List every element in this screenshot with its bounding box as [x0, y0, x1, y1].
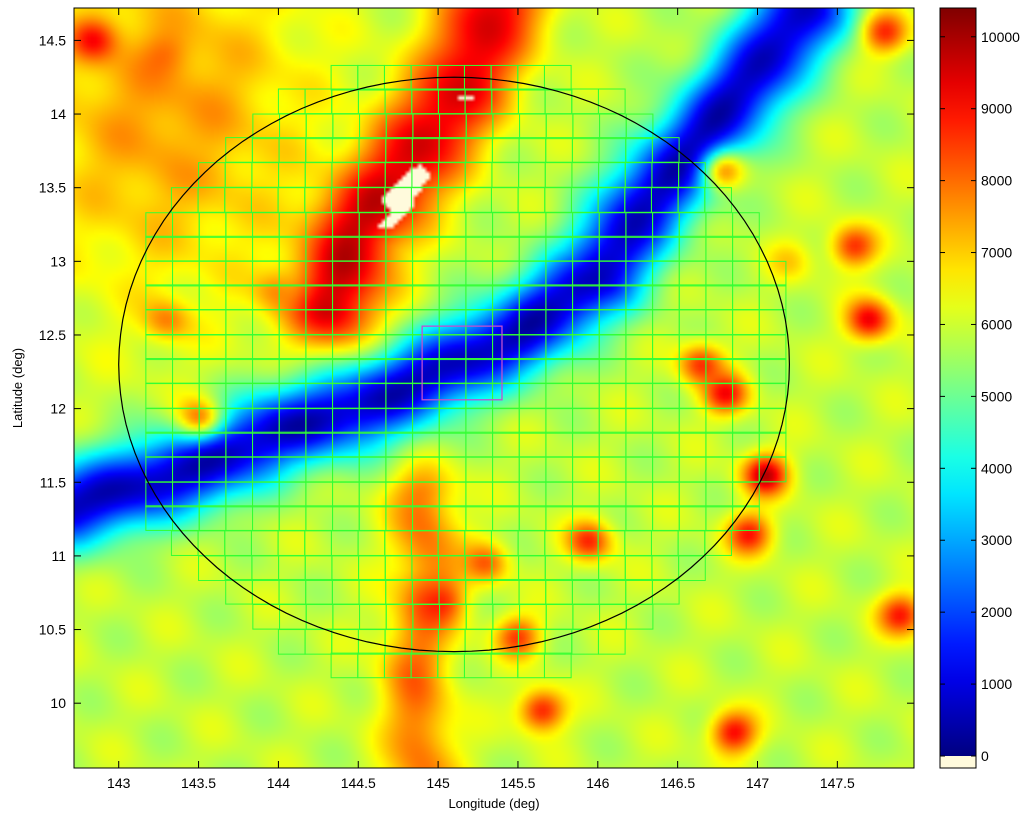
- x-tick-label: 143.5: [181, 775, 216, 791]
- colorbar-ticks: 0 1000 2000 3000 4000 5000 6000 7000 8000 9000 100…: [940, 29, 1020, 764]
- colorbar-tick-label: 9000: [981, 101, 1012, 117]
- y-axis-label: Latitude (deg): [10, 348, 25, 428]
- grid-cell: [758, 260, 787, 287]
- y-tick-label: 13.5: [39, 180, 66, 196]
- y-tick-label: 10: [50, 695, 66, 711]
- y-tick-label: 14.5: [39, 32, 66, 48]
- colorbar-frame: [939, 7, 977, 769]
- y-tick-label: 12: [50, 401, 66, 417]
- colorbar-tick-label: 2000: [981, 604, 1012, 620]
- x-axis-label: Longitude (deg): [448, 796, 539, 811]
- x-tick-label: 145: [426, 775, 450, 791]
- x-tick-label: 146.5: [660, 775, 695, 791]
- y-tick-label: 11.5: [40, 474, 66, 490]
- grid-cell: [543, 652, 572, 679]
- grid-cell: [758, 456, 787, 483]
- x-tick-label: 145.5: [500, 775, 535, 791]
- x-tick-label: 147.5: [820, 775, 855, 791]
- highlight-box: [421, 325, 503, 401]
- grid-cell: [758, 408, 787, 434]
- bathymetry-map: [73, 7, 915, 769]
- colorbar-tick-label: 6000: [981, 316, 1012, 332]
- y-tick-label: 11: [51, 548, 66, 564]
- plot-frame: [73, 7, 915, 769]
- colorbar: 0 1000 2000 3000 4000 5000 6000 7000 8000 9000 100…: [939, 7, 1020, 769]
- x-tick-label: 144: [267, 775, 291, 791]
- colorbar-tick-label: 1000: [981, 676, 1012, 692]
- colorbar-tick-label: 8000: [981, 173, 1012, 189]
- colorbar-tick-label: 7000: [981, 245, 1012, 261]
- grid-cell: [543, 64, 572, 91]
- colorbar-tick-label: 5000: [981, 388, 1012, 404]
- y-tick-label: 12.5: [39, 327, 66, 343]
- grid-cell: [625, 604, 654, 630]
- x-tick-label: 147: [746, 775, 770, 791]
- colorbar-land-swatch: [940, 756, 976, 768]
- coverage-circle: [118, 76, 791, 653]
- x-tick-label: 144.5: [341, 775, 376, 791]
- x-tick-label: 143: [107, 775, 131, 791]
- depth-heatmap: [74, 8, 914, 768]
- grid-cells: [145, 64, 787, 679]
- grid-cell: [651, 578, 680, 605]
- colorbar-tick-label: 0: [981, 748, 989, 764]
- grid-cell: [758, 334, 787, 361]
- colorbar-gradient: [940, 8, 976, 756]
- y-tick-label: 13: [50, 253, 66, 269]
- y-tick-label: 10.5: [39, 622, 66, 638]
- colorbar-tick-label: 10000: [981, 29, 1020, 45]
- colorbar-tick-label: 3000: [981, 532, 1012, 548]
- grid-cell: [678, 555, 706, 582]
- x-tick-label: 146: [586, 775, 610, 791]
- grid-cell: [732, 212, 760, 238]
- colorbar-tick-label: 4000: [981, 460, 1012, 476]
- x-axis: 143 143.5 144 144.5 145 145.5 146 146.5 147 147.5: [107, 8, 855, 791]
- y-tick-label: 14: [50, 106, 66, 122]
- grid-cell: [704, 530, 732, 556]
- grid-cell: [625, 113, 654, 140]
- y-axis: 10 10.5 11 11.5 12 12.5 13 13.5 14 14.5: [39, 32, 914, 711]
- grid-cell: [597, 629, 626, 655]
